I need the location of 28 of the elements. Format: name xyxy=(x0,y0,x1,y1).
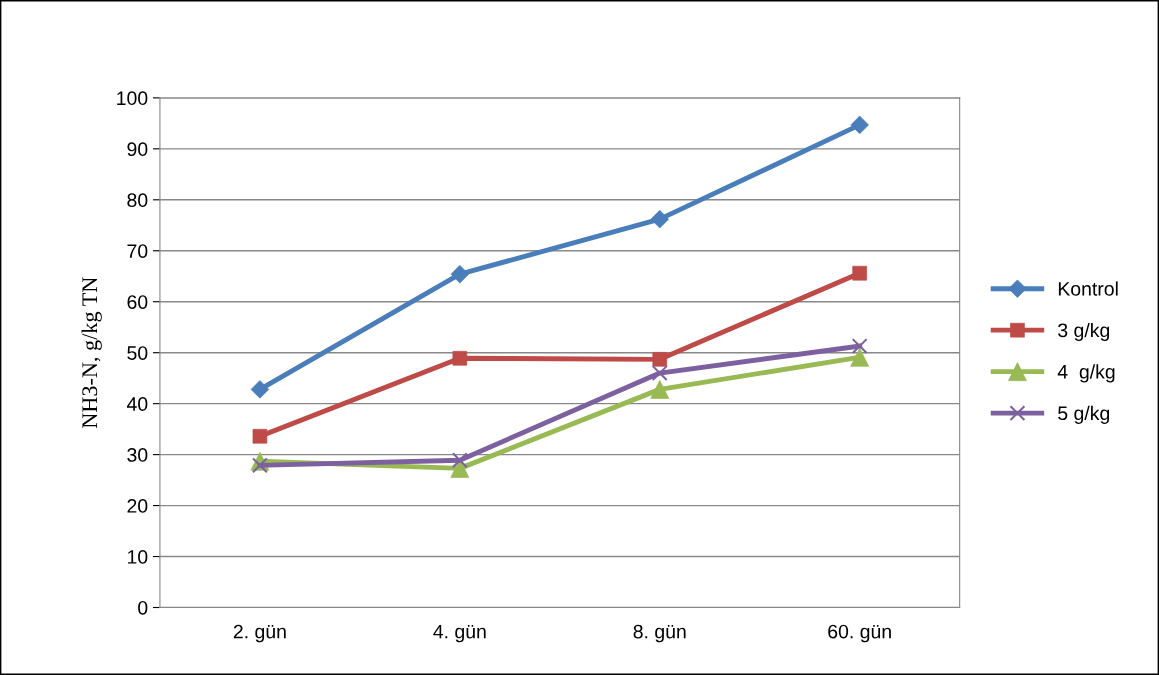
y-tick-label: 40 xyxy=(126,397,148,411)
y-axis-title: NH3-N, g/kg TN xyxy=(81,277,102,429)
y-tick-label: 0 xyxy=(138,600,148,615)
point xyxy=(452,351,468,366)
x-tick-label: 60. gün xyxy=(828,624,891,643)
y-tick-label: 10 xyxy=(127,550,148,564)
y-tick-label: 20 xyxy=(127,499,148,513)
x-tick-label: 4. gün xyxy=(433,624,486,643)
legend-label: Kontrol xyxy=(1058,281,1118,296)
legend-label: 3 g/kg xyxy=(1058,322,1110,342)
x-tick-label: 2. gün xyxy=(233,624,286,643)
y-tick-label: 70 xyxy=(127,244,148,258)
x-tick-label: 8. gün xyxy=(633,624,686,643)
point xyxy=(851,338,868,355)
y-tick-label: 80 xyxy=(127,193,148,208)
legend-label: 4 g/kg xyxy=(1057,364,1115,383)
legend-label: 5 g/kg xyxy=(1058,405,1110,424)
y-tick-label: 30 xyxy=(127,448,148,462)
y-tick-label: 100 xyxy=(117,91,148,106)
point xyxy=(250,380,270,399)
point xyxy=(852,265,867,281)
y-tick-label: 90 xyxy=(127,142,148,157)
point xyxy=(652,352,668,367)
point xyxy=(451,452,468,469)
y-tick-label: 60 xyxy=(127,295,148,309)
point xyxy=(251,457,268,474)
y-tick-label: 50 xyxy=(127,346,148,360)
point xyxy=(651,365,668,382)
